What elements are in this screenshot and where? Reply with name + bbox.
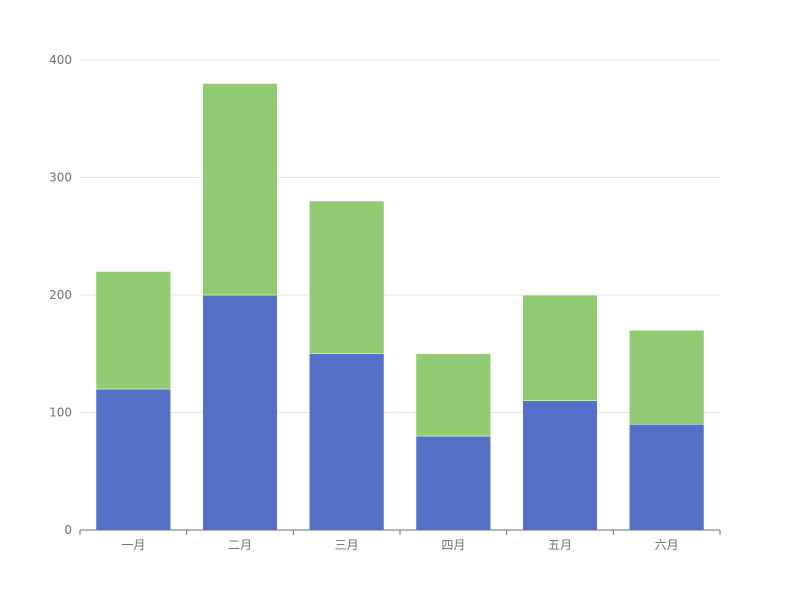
y-tick-labels: 0 100 200 300 400 (49, 53, 72, 537)
x-tick-label-2: 三月 (335, 538, 359, 552)
x-tick-label-4: 五月 (548, 538, 572, 552)
bar-series1-2[interactable] (202, 294, 278, 531)
y-tick-label-0: 0 (64, 523, 72, 537)
bar-series2-1[interactable] (95, 271, 171, 390)
y-tick-label-1: 100 (49, 406, 72, 420)
bar-series2-4[interactable] (415, 353, 491, 437)
x-tick-label-1: 二月 (228, 538, 252, 552)
bars (95, 83, 705, 531)
bar-series2-6[interactable] (629, 330, 705, 425)
x-tick-label-5: 六月 (655, 538, 679, 552)
bar-series1-4[interactable] (415, 435, 491, 531)
x-tick-labels: 一月 二月 三月 四月 五月 六月 (121, 538, 678, 552)
bar-series2-2[interactable] (202, 83, 278, 296)
y-tick-label-3: 300 (49, 171, 72, 185)
bar-series2-5[interactable] (522, 294, 598, 401)
bar-series1-6[interactable] (629, 424, 705, 531)
y-tick-label-4: 400 (49, 53, 72, 67)
bar-series2-3[interactable] (309, 200, 385, 354)
x-tick-label-0: 一月 (121, 538, 145, 552)
bar-series1-3[interactable] (309, 353, 385, 531)
y-tick-label-2: 200 (49, 288, 72, 302)
bar-series1-1[interactable] (95, 388, 171, 531)
axes (79, 529, 721, 535)
bar-series1-5[interactable] (522, 400, 598, 531)
x-tick-label-3: 四月 (441, 538, 465, 552)
gridlines (80, 59, 720, 413)
